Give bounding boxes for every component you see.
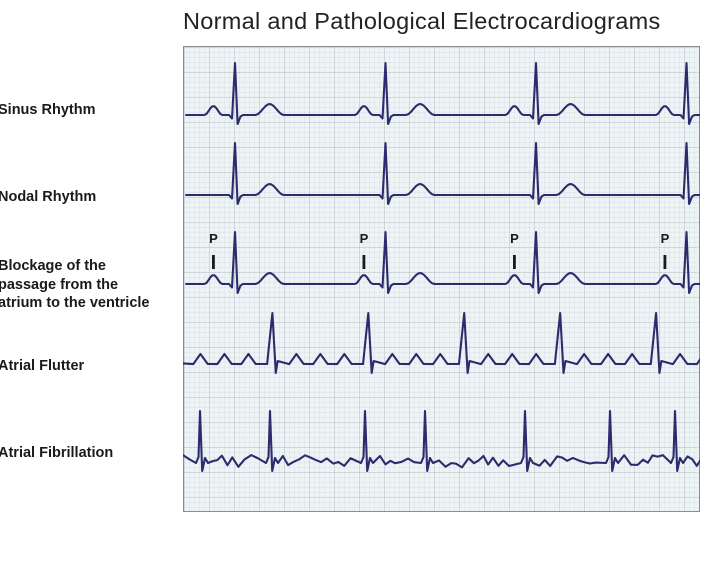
svg-text:P: P: [209, 231, 218, 246]
svg-text:P: P: [661, 231, 670, 246]
svg-text:P: P: [360, 231, 369, 246]
svg-text:P: P: [510, 231, 519, 246]
